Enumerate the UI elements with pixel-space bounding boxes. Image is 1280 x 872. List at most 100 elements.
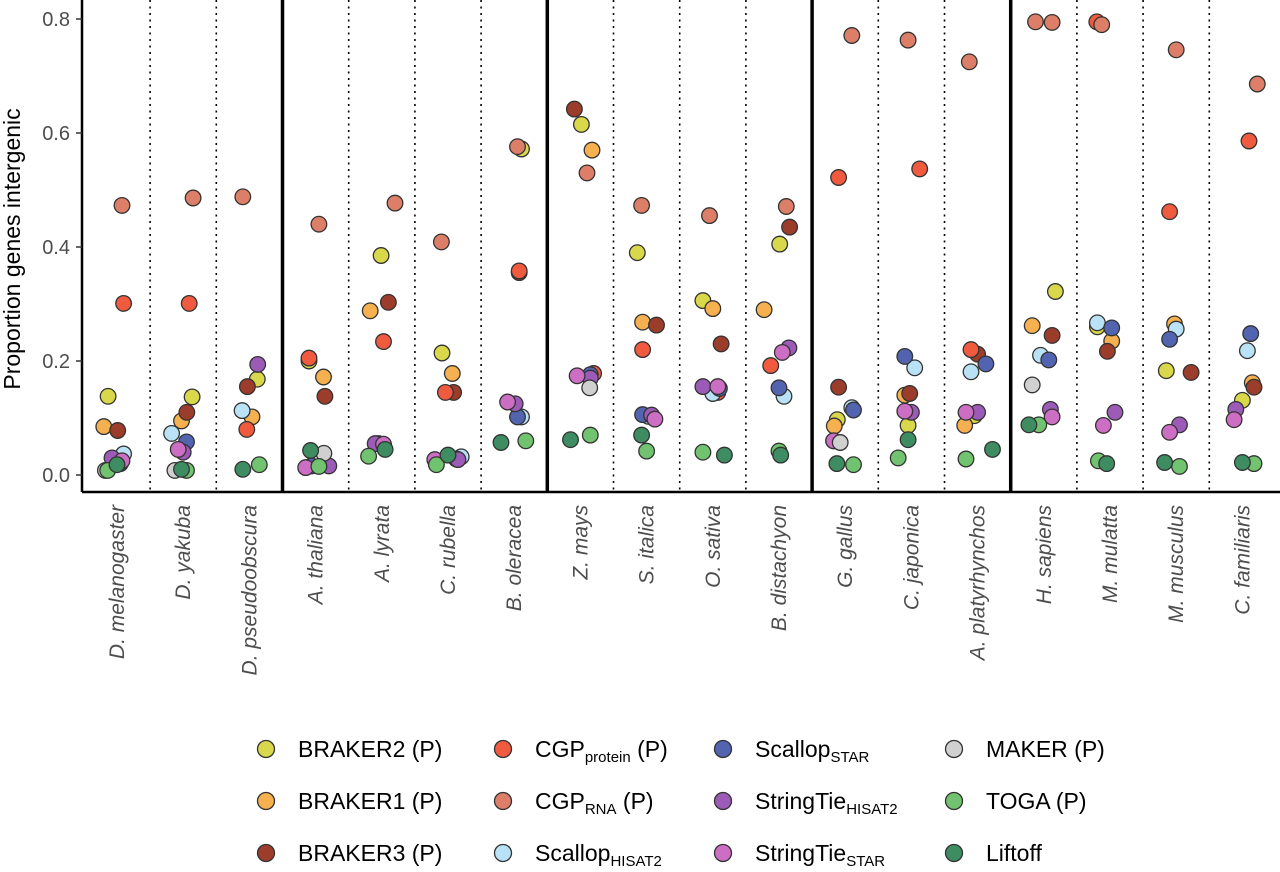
point-cgp_protein [911, 160, 929, 178]
point-braker2 [1046, 283, 1064, 300]
point-braker3 [379, 293, 397, 311]
point-braker3 [1043, 326, 1061, 344]
legend-label: CGPprotein (P) [535, 736, 668, 766]
point-cgp_rna [633, 196, 651, 214]
point-liftoff [234, 460, 252, 478]
legend-item-cgp_rna: CGPRNA (P) [493, 788, 654, 818]
data-points [95, 13, 1266, 479]
point-braker2 [99, 387, 117, 405]
x-axis-labels: D. melanogaster D. yakuba D. pseudoobscura… [106, 504, 1254, 675]
x-tick-label: C. rubella [437, 505, 460, 595]
point-liftoff [715, 446, 733, 464]
x-tick-label: D. melanogaster [106, 504, 129, 659]
legend-marker [713, 791, 733, 811]
point-braker3 [109, 422, 127, 439]
point-liftoff [828, 455, 846, 473]
y-tick-label: 0.2 [42, 351, 70, 373]
legend-label: StringTieSTAR [755, 840, 885, 870]
point-toga [638, 442, 656, 460]
point-cgp_rna [578, 164, 596, 182]
point-braker2 [1157, 362, 1175, 380]
point-toga [310, 457, 328, 475]
point-braker1 [361, 302, 379, 320]
point-scallop_star [1161, 330, 1179, 348]
point-toga [360, 447, 378, 465]
legend-label: BRAKER1 (P) [298, 788, 442, 814]
legend-label: Liftoff [986, 840, 1042, 866]
point-cgp_protein [300, 349, 318, 367]
point-scallop_star [770, 379, 788, 397]
x-tick-label: M. mulatta [1099, 505, 1122, 603]
legend-label: ScallopSTAR [755, 736, 869, 766]
point-toga [581, 426, 599, 444]
point-braker2 [433, 344, 451, 362]
point-scallop_star [1103, 319, 1121, 337]
point-braker3 [781, 218, 799, 236]
legend-label: TOGA (P) [986, 788, 1087, 814]
legend-marker [713, 843, 733, 863]
legend-item-scallop_hisat2: ScallopHISAT2 [493, 840, 662, 870]
point-scallop_hisat2 [906, 359, 924, 377]
point-cgp_rna [1043, 13, 1061, 31]
legend-marker [493, 843, 513, 863]
point-cgp_rna [899, 31, 917, 49]
legend-item-maker: MAKER (P) [944, 736, 1105, 762]
legend-label: BRAKER2 (P) [298, 736, 442, 762]
point-braker1 [825, 417, 843, 435]
point-braker2 [572, 115, 590, 133]
point-cgp_rna [777, 198, 795, 215]
point-toga [250, 456, 268, 474]
point-scallop_star [1242, 325, 1260, 343]
point-cgp_protein [962, 341, 980, 359]
legend-label: CGPRNA (P) [535, 788, 654, 818]
point-cgp_rna [113, 196, 131, 214]
point-stringtie_star [957, 403, 975, 421]
point-liftoff [302, 442, 320, 459]
point-braker3 [178, 403, 196, 421]
point-stringtie_star [568, 367, 586, 385]
point-braker1 [443, 365, 461, 382]
point-braker2 [771, 235, 789, 253]
legend-item-toga: TOGA (P) [944, 788, 1087, 814]
point-cgp_protein [762, 357, 780, 375]
legend-marker [713, 739, 733, 759]
x-tick-label: A. lyrata [371, 505, 394, 584]
point-maker [831, 434, 849, 451]
point-liftoff [1098, 455, 1116, 473]
legend-marker [493, 739, 513, 759]
point-scallop_star [845, 401, 862, 419]
point-braker3 [901, 385, 919, 402]
x-tick-label: C. familiaris [1231, 505, 1254, 615]
x-tick-label: M. musculus [1165, 505, 1188, 623]
point-braker1 [315, 368, 332, 386]
point-toga [889, 449, 907, 467]
x-tick-label: D. yakuba [172, 505, 195, 600]
point-stringtie_star [773, 343, 791, 361]
point-braker3 [316, 387, 334, 405]
point-cgp_protein [830, 169, 848, 186]
point-braker2 [183, 388, 201, 406]
point-cgp_protein [375, 333, 392, 351]
point-stringtie_star [1043, 408, 1061, 426]
point-liftoff [173, 460, 190, 478]
point-braker1 [95, 418, 113, 436]
point-liftoff [1233, 454, 1251, 471]
point-stringtie_star [1225, 411, 1243, 429]
point-toga [1171, 457, 1188, 475]
point-braker1 [583, 141, 601, 159]
point-liftoff [1020, 416, 1038, 434]
y-tick-label: 0.6 [42, 123, 70, 145]
point-cgp_protein [1240, 132, 1258, 150]
point-stringtie_hisat2 [694, 378, 712, 396]
legend-item-stringtie_hisat2: StringTieHISAT2 [713, 788, 898, 818]
legend-item-scallop_star: ScallopSTAR [713, 736, 869, 766]
point-toga [427, 456, 445, 474]
point-braker3 [1182, 363, 1200, 381]
point-scallop_hisat2 [163, 424, 181, 442]
point-liftoff [772, 446, 790, 464]
point-cgp_rna [386, 194, 404, 212]
legend-label: StringTieHISAT2 [755, 788, 898, 818]
point-cgp_rna [1248, 75, 1266, 93]
point-cgp_rna [1027, 13, 1044, 31]
